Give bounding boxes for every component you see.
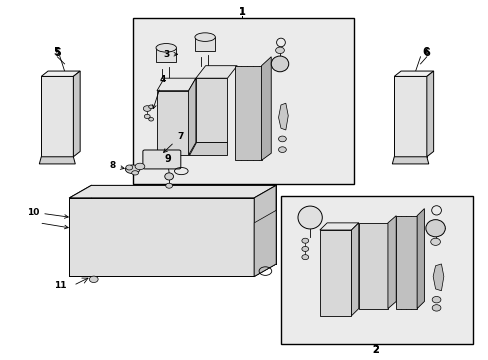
Text: 7: 7 xyxy=(163,132,183,152)
Polygon shape xyxy=(39,157,75,164)
Polygon shape xyxy=(395,216,416,309)
Ellipse shape xyxy=(148,117,153,121)
Ellipse shape xyxy=(275,47,284,54)
Ellipse shape xyxy=(125,165,140,174)
Ellipse shape xyxy=(135,163,144,170)
Text: 8: 8 xyxy=(109,161,124,170)
Polygon shape xyxy=(69,185,276,198)
Bar xyxy=(281,196,472,344)
Polygon shape xyxy=(391,157,428,164)
Text: 6: 6 xyxy=(423,48,429,58)
Polygon shape xyxy=(195,37,215,51)
Polygon shape xyxy=(319,223,358,230)
Polygon shape xyxy=(157,91,188,155)
Bar xyxy=(132,18,353,184)
Ellipse shape xyxy=(143,106,151,111)
Ellipse shape xyxy=(297,206,322,229)
Ellipse shape xyxy=(431,296,440,303)
Ellipse shape xyxy=(131,171,138,175)
Text: 9: 9 xyxy=(164,154,171,163)
Ellipse shape xyxy=(271,56,288,72)
Polygon shape xyxy=(41,71,80,76)
Ellipse shape xyxy=(301,238,308,243)
Polygon shape xyxy=(234,66,261,160)
Text: 3: 3 xyxy=(163,50,177,59)
Ellipse shape xyxy=(430,238,440,246)
Polygon shape xyxy=(188,143,227,155)
Text: 5: 5 xyxy=(53,48,60,58)
Ellipse shape xyxy=(431,305,440,311)
Polygon shape xyxy=(261,57,271,160)
Text: 2: 2 xyxy=(372,345,378,355)
Ellipse shape xyxy=(301,255,308,260)
Polygon shape xyxy=(358,223,387,309)
Text: 2: 2 xyxy=(372,345,378,355)
Ellipse shape xyxy=(425,220,445,237)
Text: 1: 1 xyxy=(238,7,245,17)
Polygon shape xyxy=(73,71,80,157)
Text: 11: 11 xyxy=(54,281,66,290)
Ellipse shape xyxy=(144,114,150,118)
Ellipse shape xyxy=(125,165,132,170)
Polygon shape xyxy=(387,216,395,309)
Ellipse shape xyxy=(165,183,172,188)
Ellipse shape xyxy=(156,44,176,52)
Ellipse shape xyxy=(164,173,173,180)
Polygon shape xyxy=(319,230,351,316)
Polygon shape xyxy=(41,76,73,157)
Text: 10: 10 xyxy=(27,208,68,218)
Ellipse shape xyxy=(301,247,308,251)
Polygon shape xyxy=(157,78,196,91)
Text: 5: 5 xyxy=(54,48,61,58)
Polygon shape xyxy=(426,71,433,157)
Ellipse shape xyxy=(148,105,153,109)
Polygon shape xyxy=(254,210,276,276)
Polygon shape xyxy=(196,78,227,143)
Polygon shape xyxy=(351,223,358,316)
Ellipse shape xyxy=(278,147,286,153)
Text: 4: 4 xyxy=(152,76,165,109)
Polygon shape xyxy=(278,103,287,130)
Polygon shape xyxy=(393,71,433,76)
Polygon shape xyxy=(196,66,237,78)
Text: 1: 1 xyxy=(238,7,245,17)
Polygon shape xyxy=(416,208,424,309)
Polygon shape xyxy=(432,264,443,291)
Polygon shape xyxy=(156,48,176,62)
Polygon shape xyxy=(393,76,426,157)
FancyBboxPatch shape xyxy=(142,150,181,169)
Polygon shape xyxy=(254,185,276,276)
Ellipse shape xyxy=(195,33,215,41)
Polygon shape xyxy=(69,198,254,276)
Polygon shape xyxy=(188,78,196,155)
Text: 6: 6 xyxy=(421,48,428,58)
Ellipse shape xyxy=(89,276,98,283)
Ellipse shape xyxy=(278,136,286,142)
